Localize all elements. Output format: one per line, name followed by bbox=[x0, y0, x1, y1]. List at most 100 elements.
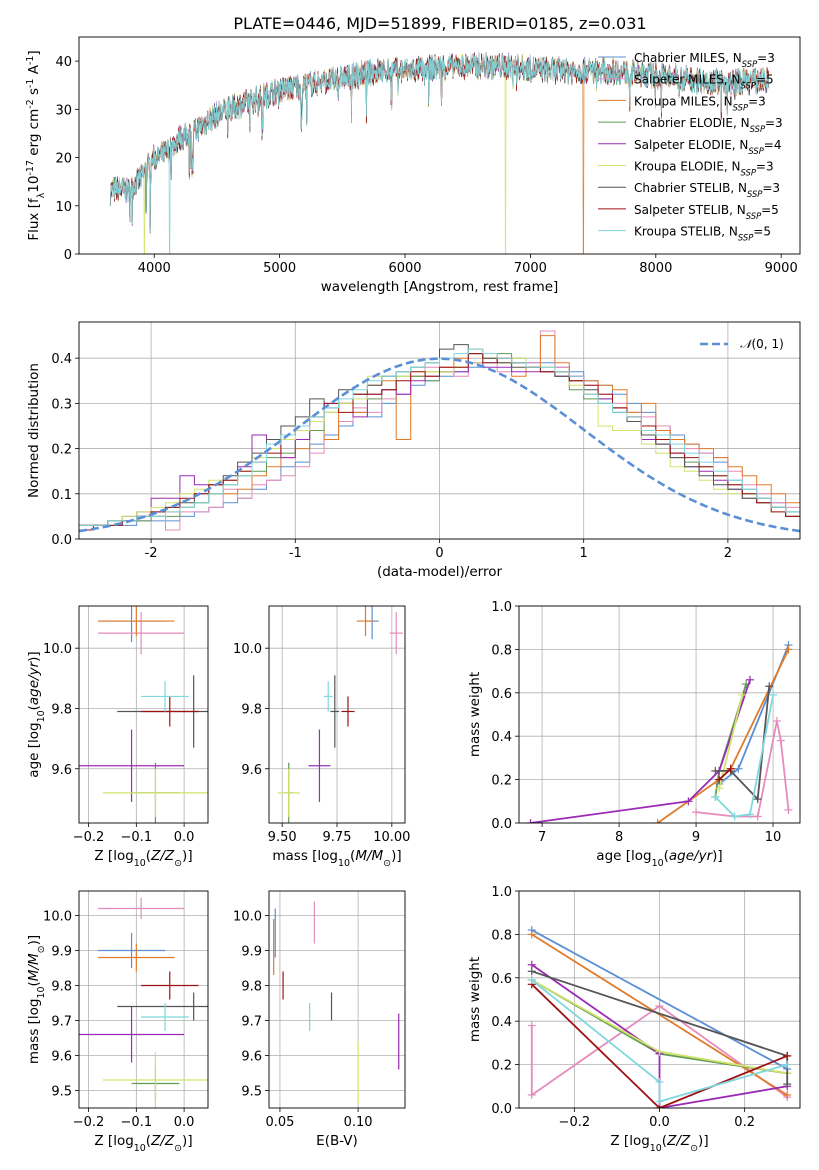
plot-content bbox=[277, 606, 403, 823]
series-salpeter-stelib bbox=[715, 764, 735, 784]
y-axis-label: age [log10(age/yr)] bbox=[26, 651, 47, 777]
y-tick-label: 10 bbox=[55, 200, 72, 215]
x-tick-label: −0.2 bbox=[73, 1115, 105, 1130]
x-tick-label: 0.0 bbox=[174, 830, 195, 845]
errorbar-salpeter-elodie bbox=[79, 729, 185, 802]
axes-residual-histogram: -2 -1 0 1 2 0.0 0.1 0.2 0.3 0.4 (data-model)/error… bbox=[26, 321, 801, 580]
y-tick-label: 0.2 bbox=[491, 1059, 512, 1074]
x-tick-label: −0.1 bbox=[121, 830, 153, 845]
legend-label: Chabrier ELODIE, NSSP=3 bbox=[634, 116, 783, 134]
plot-area bbox=[79, 606, 208, 823]
legend-label: Salpeter MILES, NSSP=5 bbox=[634, 73, 774, 91]
legend-label: Chabrier MILES, NSSP=3 bbox=[634, 51, 775, 69]
errorbar-salpeter-stelib bbox=[141, 696, 199, 727]
plot-content bbox=[273, 901, 400, 1105]
series-line bbox=[531, 929, 788, 1070]
legend-label: Salpeter STELIB, NSSP=5 bbox=[634, 203, 779, 221]
x-tick-label: 0.0 bbox=[174, 1115, 195, 1130]
y-tick-label: 0.4 bbox=[51, 352, 72, 367]
axes-frame bbox=[518, 605, 801, 824]
axes-frame bbox=[78, 36, 801, 255]
y-tick-label: 9.6 bbox=[241, 763, 262, 778]
y-tick-label: 0.6 bbox=[491, 972, 512, 987]
x-tick-label: −0.2 bbox=[559, 1115, 591, 1130]
y-tick-label: 0.2 bbox=[51, 443, 72, 458]
x-axis-label: (data-model)/error bbox=[377, 564, 503, 580]
x-tick-label: 2 bbox=[724, 546, 732, 561]
y-tick-label: 9.8 bbox=[51, 702, 72, 717]
y-tick-label: 9.5 bbox=[51, 1085, 72, 1100]
y-axis-label: mass weight bbox=[467, 957, 483, 1042]
series-kroupa-miles bbox=[527, 930, 792, 1099]
y-tick-label: 0.3 bbox=[51, 397, 72, 412]
y-tick-label: 9.8 bbox=[241, 980, 262, 995]
series-kroupa-stelib bbox=[527, 975, 792, 1106]
y-tick-label: 10.0 bbox=[233, 910, 262, 925]
errorbar-kroupa-stelib bbox=[323, 681, 333, 712]
series-line bbox=[695, 720, 790, 818]
axes-frame bbox=[268, 605, 406, 824]
y-tick-label: 0.0 bbox=[491, 817, 512, 832]
series-kroupa-elodie bbox=[715, 690, 747, 793]
errorbar-salpeter-miles bbox=[98, 612, 185, 655]
x-axis-label: E(B-V) bbox=[316, 1133, 358, 1149]
y-tick-label: 0.8 bbox=[491, 643, 512, 658]
x-tick-label: 9.75 bbox=[323, 830, 352, 845]
plot-content bbox=[79, 898, 208, 1108]
errorbar-salpeter-miles bbox=[389, 612, 403, 655]
errorbar-kroupa-miles bbox=[98, 943, 175, 972]
axes-frame bbox=[78, 605, 209, 824]
axes-mass-vs-E-B-V-: 0.05 0.10 9.5 9.6 9.7 9.8 9.9 10.0 E(B-V) bbox=[233, 890, 406, 1149]
x-tick-label: 8000 bbox=[639, 261, 672, 276]
plot-area bbox=[79, 891, 208, 1108]
errorbar-kroupa-miles bbox=[98, 606, 175, 637]
errorbar-chabrier-stelib bbox=[330, 675, 340, 748]
series-line bbox=[714, 694, 774, 818]
x-tick-label: 5000 bbox=[263, 261, 296, 276]
errorbar-salpeter-elodie bbox=[79, 1006, 185, 1063]
errorbar-salpeter-stelib bbox=[141, 971, 199, 1000]
series-line bbox=[718, 694, 744, 789]
errorbar-salpeter-stelib bbox=[341, 696, 355, 727]
x-tick-label: 0 bbox=[435, 546, 443, 561]
errorbar-chabrier-miles bbox=[98, 933, 165, 968]
x-tick-label: 0.05 bbox=[265, 1115, 294, 1130]
x-axis-label: Z [log10(Z/Z⊙)] bbox=[610, 1133, 708, 1154]
y-tick-label: 9.5 bbox=[241, 1085, 262, 1100]
x-tick-label: 7 bbox=[538, 830, 546, 845]
errorbar-salpeter-elodie bbox=[308, 729, 331, 802]
y-tick-label: 9.6 bbox=[51, 1050, 72, 1065]
x-tick-label: 9000 bbox=[765, 261, 798, 276]
y-tick-label: 9.9 bbox=[51, 945, 72, 960]
errorbar-kroupa-elodie bbox=[277, 768, 300, 817]
plot-content bbox=[79, 330, 800, 533]
plot-content bbox=[79, 606, 208, 823]
y-tick-label: 9.6 bbox=[51, 763, 72, 778]
y-tick-label: 0.0 bbox=[491, 1102, 512, 1117]
plot-content bbox=[527, 926, 792, 1108]
legend-label: Salpeter ELODIE, NSSP=4 bbox=[634, 138, 782, 156]
axes-mass-vs-Z: −0.2 −0.1 0.0 9.5 9.6 9.7 9.8 9.9 10.0 Z [log10(Z… bbox=[26, 890, 209, 1154]
y-tick-label: 9.7 bbox=[51, 1015, 72, 1030]
y-tick-label: 0.4 bbox=[491, 730, 512, 745]
x-tick-label: 8 bbox=[615, 830, 623, 845]
x-tick-label: −0.1 bbox=[121, 1115, 153, 1130]
gaussian-reference-line bbox=[79, 357, 800, 533]
y-tick-label: 1.0 bbox=[491, 885, 512, 900]
series-line bbox=[718, 768, 732, 781]
axes-age-vs-Z: −0.2 −0.1 0.0 9.6 9.8 10.0 Z [log10(Z/Z⊙)] age … bbox=[26, 605, 209, 869]
plot-area bbox=[519, 606, 800, 823]
legend-label: Chabrier STELIB, NSSP=3 bbox=[634, 181, 780, 199]
x-tick-label: -2 bbox=[145, 546, 158, 561]
plot-area bbox=[269, 891, 405, 1108]
errorbar-kroupa-stelib bbox=[141, 681, 189, 712]
series-line bbox=[530, 1004, 788, 1098]
axes-frame bbox=[78, 321, 801, 540]
errorbar-kroupa-miles bbox=[356, 606, 375, 637]
y-tick-label: 9.6 bbox=[241, 1050, 262, 1065]
series-line bbox=[531, 979, 788, 1103]
x-axis-label: age [log10(age/yr)] bbox=[596, 848, 722, 869]
histogram-salpeter-stelib bbox=[79, 353, 800, 531]
y-tick-label: 40 bbox=[55, 55, 72, 70]
errorbar-salpeter-miles bbox=[98, 898, 185, 919]
